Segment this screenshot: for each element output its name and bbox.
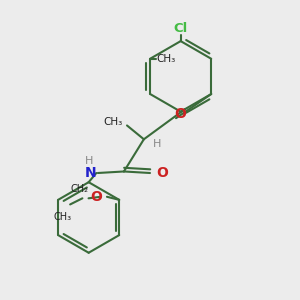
Text: H: H	[153, 139, 161, 149]
Text: N: N	[85, 166, 96, 180]
Text: CH₃: CH₃	[103, 117, 122, 128]
Text: CH₃: CH₃	[53, 212, 71, 222]
Text: O: O	[157, 166, 169, 180]
Text: O: O	[175, 106, 187, 121]
Text: H: H	[85, 156, 94, 166]
Text: CH₃: CH₃	[156, 54, 176, 64]
Text: O: O	[91, 190, 102, 204]
Text: Cl: Cl	[173, 22, 188, 35]
Text: CH₂: CH₂	[70, 184, 88, 194]
